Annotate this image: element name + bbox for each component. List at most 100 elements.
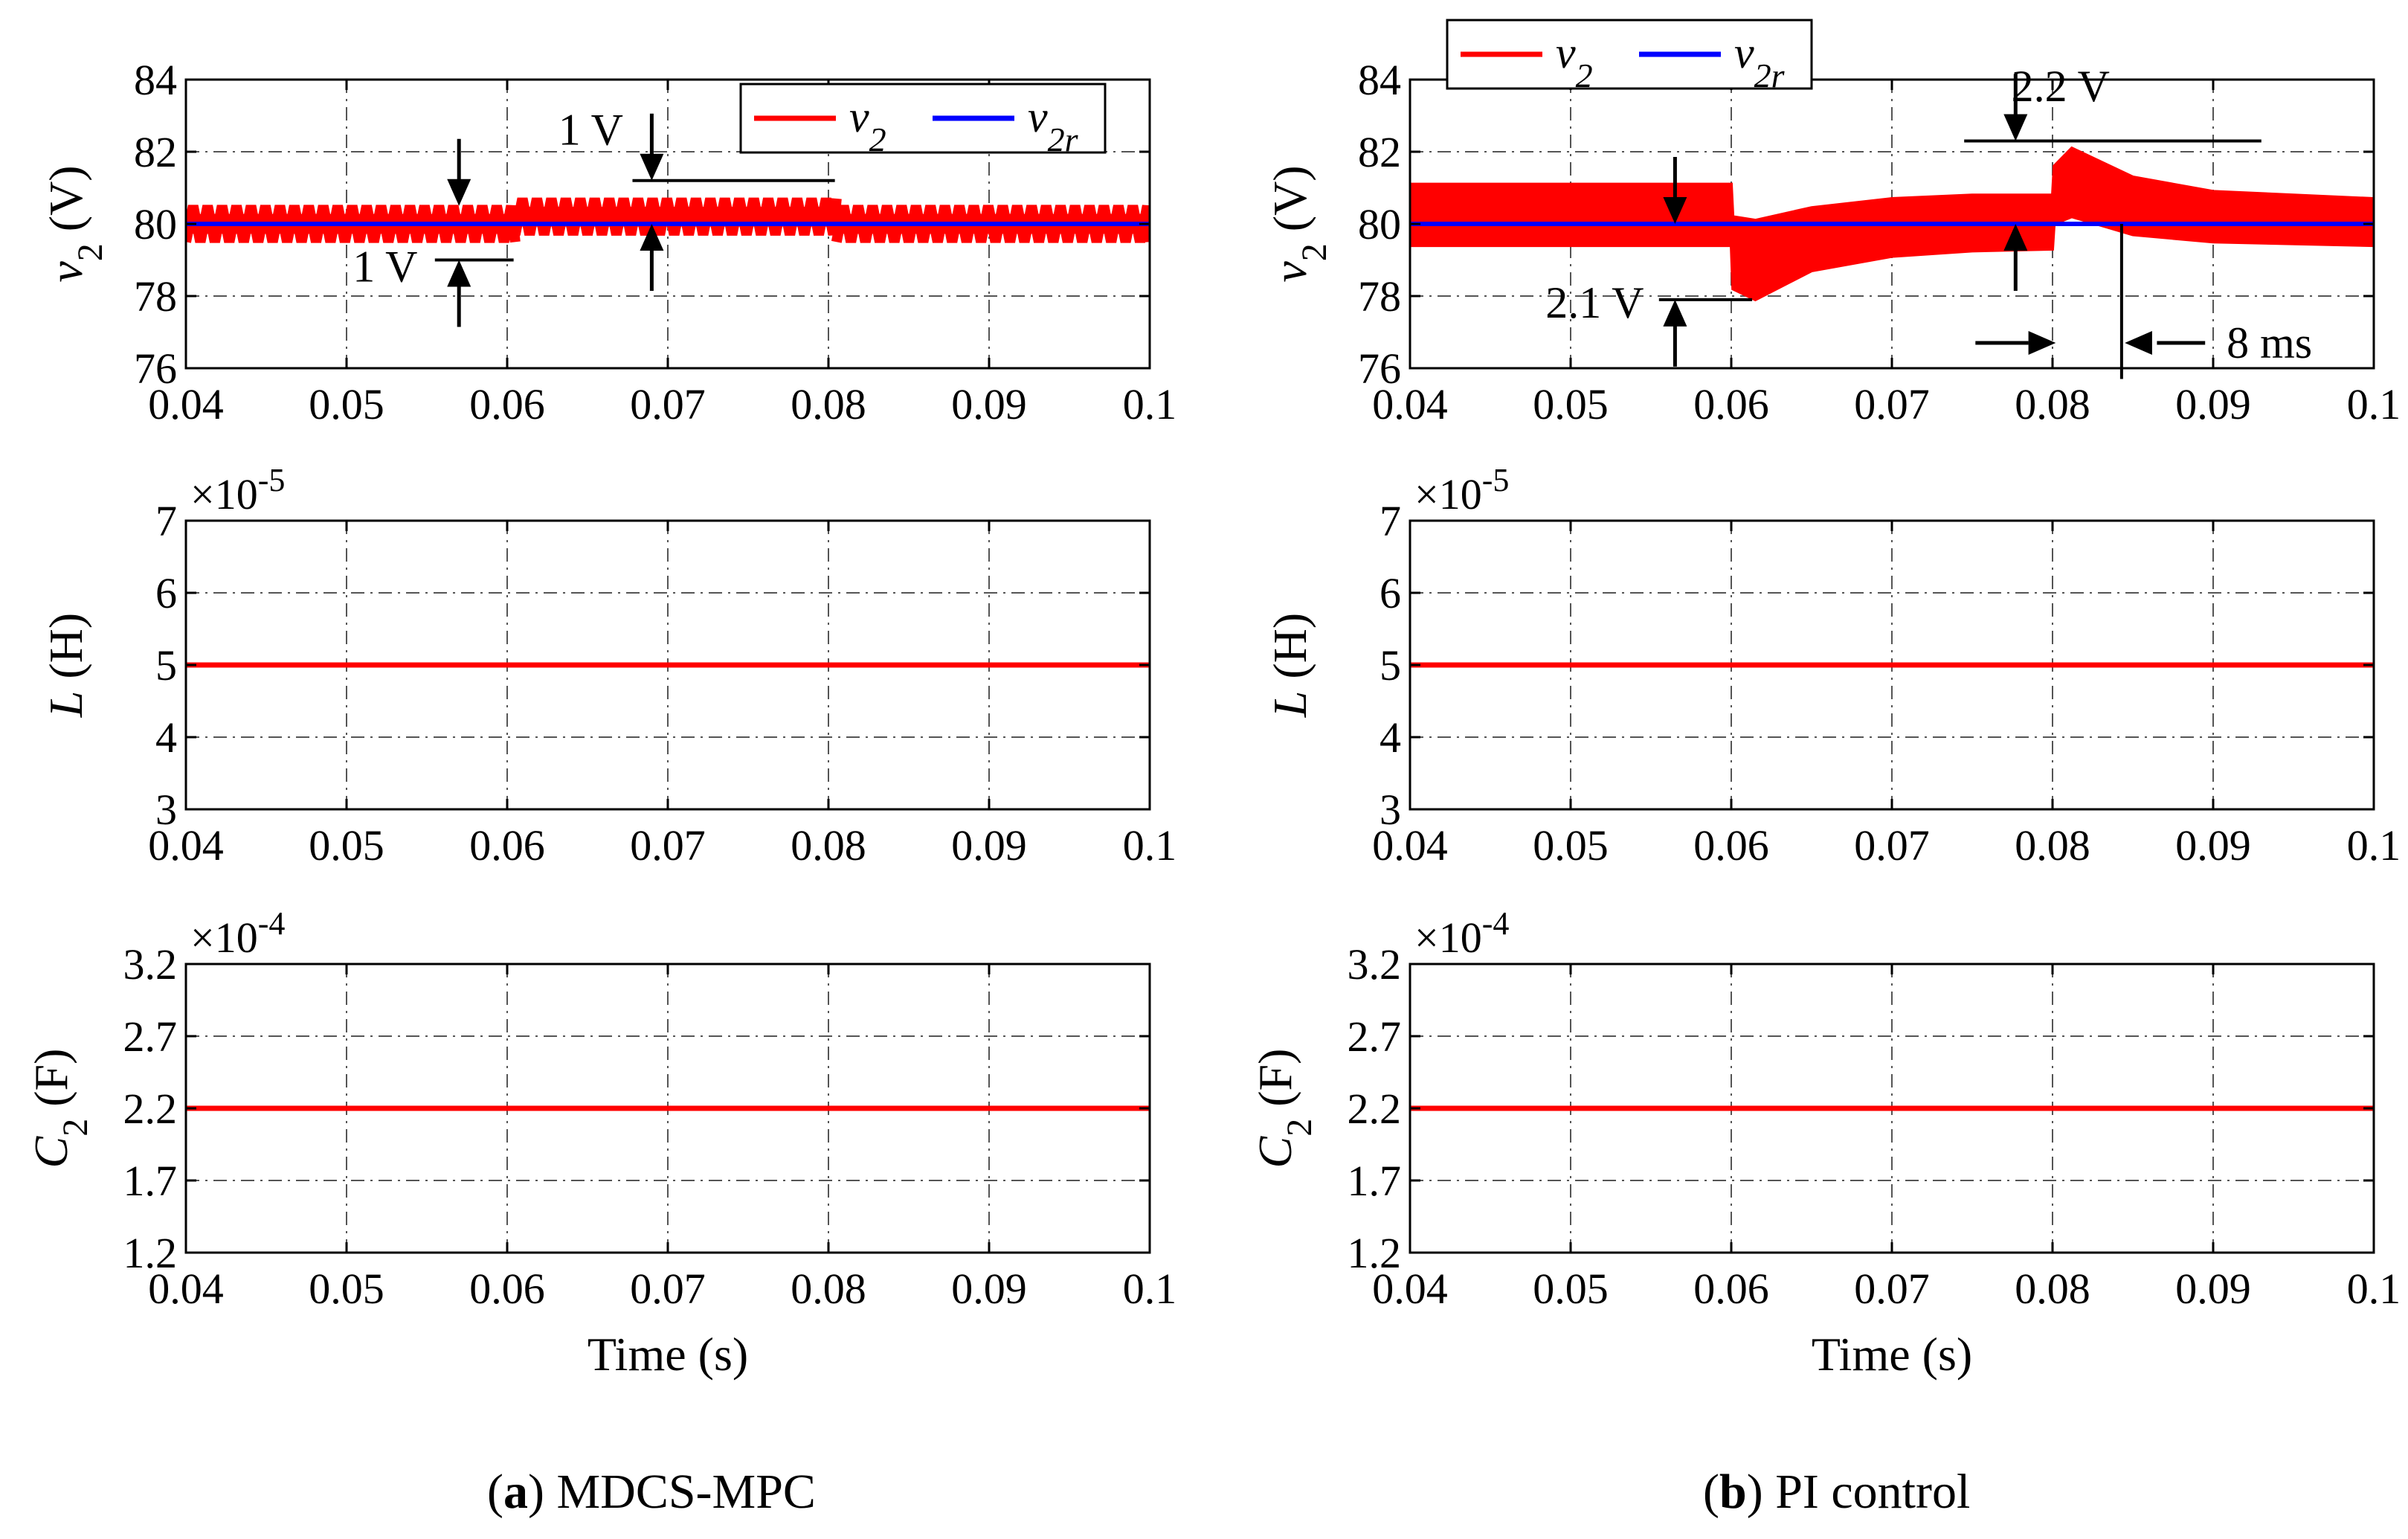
chart-a-v2: 0.04 0.05 0.06 0.07 0.08 0.09 0.1 76 78 80 82 84 v2 …: [39, 56, 1176, 428]
x-tick-label: 0.05: [309, 1265, 384, 1313]
y-tick-label: 2.2: [123, 1085, 178, 1133]
y-tick-label: 3.2: [1348, 940, 1402, 989]
y-tick-label: 3.2: [123, 940, 178, 989]
y-tick-label: 1.2: [1348, 1229, 1402, 1277]
caption-a-letter: a: [503, 1465, 528, 1519]
x-tick-label: 0.06: [1693, 380, 1769, 428]
x-tick-label: 0.09: [2175, 821, 2251, 870]
x-tick-label: 0.1: [1123, 1265, 1177, 1313]
y-tick-label: 1.7: [1348, 1157, 1402, 1205]
arrow-a1-bot-head: [447, 260, 471, 287]
x-tick-label: 0.07: [1854, 380, 1930, 428]
caption-a-text: MDCS-MPC: [556, 1465, 816, 1519]
y-tick-label: 80: [1358, 200, 1401, 248]
y-tick-label: 84: [134, 56, 177, 104]
arrow-a2-bot-head: [640, 224, 664, 251]
x-tick-label: 0.09: [951, 821, 1027, 870]
x-tick-label: 0.09: [2175, 1265, 2251, 1313]
legend-label-0: v2: [1556, 28, 1593, 94]
y-tick-label: 5: [1380, 641, 1401, 690]
x-tick-label: 0.09: [2175, 380, 2251, 428]
chart-a-L: 0.04 0.05 0.06 0.07 0.08 0.09 0.1 3 4 5 6 7 L (H) ×10…: [39, 462, 1176, 870]
x-tick-label: 0.07: [1854, 1265, 1930, 1313]
series-group: [1410, 146, 2374, 302]
annotation-8ms: 8 ms: [2227, 318, 2312, 367]
arrow-a2-top-head: [640, 153, 664, 181]
arrow-b1-top-head: [2003, 114, 2028, 141]
x-tick-label: 0.04: [1372, 1265, 1448, 1313]
caption-b-letter: b: [1719, 1465, 1747, 1519]
x-axis-label: Time (s): [1812, 1328, 1972, 1381]
x-tick-label: 0.09: [951, 380, 1027, 428]
y-tick-label: 76: [134, 344, 177, 393]
x-tick-label: 0.08: [791, 380, 866, 428]
chart-a-C2: 0.04 0.05 0.06 0.07 0.08 0.09 0.1 1.2 1.7 2.2 2.7 3…: [25, 905, 1176, 1381]
x-tick-label: 0.04: [148, 821, 224, 870]
x-tick-label: 0.08: [791, 821, 866, 870]
x-tick-label: 0.05: [309, 821, 384, 870]
x-tick-label: 0.07: [630, 821, 706, 870]
chart-b-C2: 0.04 0.05 0.06 0.07 0.08 0.09 0.1 1.2 1.7 2.2 2.7 3…: [1249, 905, 2401, 1381]
y-tick-label: 6: [1380, 569, 1401, 617]
x-tick-label: 0.07: [630, 1265, 706, 1313]
caption-a: (a) MDCS-MPC: [487, 1465, 816, 1519]
x-tick-label: 0.08: [2015, 821, 2090, 870]
y-tick-label: 3: [1380, 785, 1401, 834]
y-tick-label: 82: [134, 128, 177, 176]
legend: v2 v2r: [739, 83, 1107, 158]
y-tick-label: 78: [134, 272, 177, 321]
y-tick-label: 4: [1380, 713, 1401, 762]
caption-b-text: PI control: [1775, 1465, 1971, 1519]
x-tick-label: 0.08: [2015, 380, 2090, 428]
axis-exponent: ×10-4: [1414, 905, 1509, 963]
y-tick-label: 2.7: [123, 1012, 178, 1061]
y-axis-label: v2 (V): [1263, 165, 1334, 282]
y-tick-label: 80: [134, 200, 177, 248]
arrow-b3-right-head: [2125, 331, 2152, 356]
series-group: [186, 197, 1150, 243]
y-tick-label: 5: [155, 641, 177, 690]
axis-exponent: ×10-5: [1414, 462, 1509, 519]
y-axis-label: C2 (F): [25, 1049, 95, 1169]
arrow-a1-top-head: [447, 179, 471, 206]
legend-label-1: v2r: [1734, 28, 1786, 94]
x-tick-label: 0.06: [1693, 1265, 1769, 1313]
arrow-b2-top-head: [1663, 197, 1687, 224]
caption-b: (b) PI control: [1703, 1465, 1971, 1519]
x-axis-label: Time (s): [587, 1328, 748, 1381]
x-tick-label: 0.1: [2347, 821, 2401, 870]
y-tick-label: 3: [155, 785, 177, 834]
x-tick-label: 0.1: [1123, 380, 1177, 428]
arrow-b2-bot-head: [1663, 299, 1687, 327]
annotation-1v-left: 1 V: [352, 242, 417, 292]
x-tick-label: 0.05: [1533, 821, 1609, 870]
x-tick-label: 0.04: [148, 380, 224, 428]
x-tick-label: 0.05: [1533, 1265, 1609, 1313]
annotations: 2.2 V 2.1 V 8 ms: [1545, 62, 2312, 379]
annotation-2-2v: 2.2 V: [2012, 62, 2110, 111]
annotation-2-1v: 2.1 V: [1545, 278, 1644, 327]
y-tick-label: 6: [155, 569, 177, 617]
x-tick-label: 0.06: [469, 1265, 545, 1313]
axis-exponent: ×10-5: [190, 462, 285, 519]
y-tick-label: 7: [1380, 497, 1401, 545]
x-tick-label: 0.06: [1693, 821, 1769, 870]
x-tick-label: 0.09: [951, 1265, 1027, 1313]
y-tick-label: 7: [155, 497, 177, 545]
axis-exponent: ×10-4: [190, 905, 285, 963]
y-axis-label: L (H): [39, 613, 92, 718]
y-axis-label: v2 (V): [39, 165, 110, 282]
y-tick-label: 84: [1358, 56, 1401, 104]
x-tick-label: 0.06: [469, 821, 545, 870]
legend: v2 v2r: [1446, 19, 1813, 94]
legend-label-0: v2: [849, 92, 886, 158]
x-tick-label: 0.07: [630, 380, 706, 428]
x-tick-label: 0.1: [2347, 380, 2401, 428]
y-tick-label: 2.2: [1348, 1085, 1402, 1133]
y-tick-label: 1.7: [123, 1157, 178, 1205]
annotations: 1 V 1 V: [352, 105, 835, 327]
x-tick-label: 0.07: [1854, 821, 1930, 870]
chart-b-v2: 0.04 0.05 0.06 0.07 0.08 0.09 0.1 76 78 80 82 84 v2 …: [1263, 19, 2401, 428]
y-tick-label: 82: [1358, 128, 1401, 176]
